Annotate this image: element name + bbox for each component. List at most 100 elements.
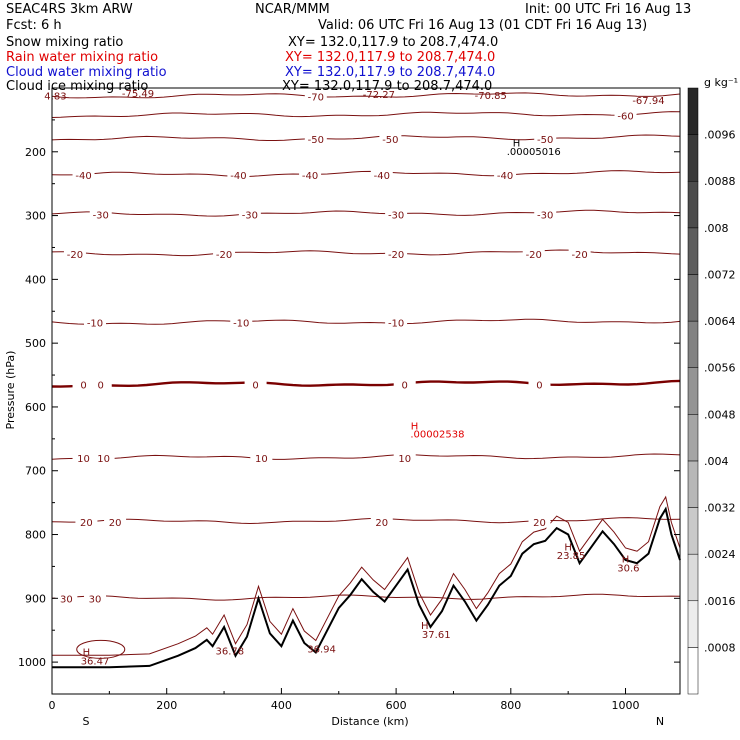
field-label-rain: Rain water mixing ratio bbox=[6, 50, 159, 65]
label-mask bbox=[244, 378, 267, 391]
y-tick-label: 300 bbox=[25, 210, 46, 223]
label-mask bbox=[304, 133, 327, 146]
y-tick-label: 400 bbox=[25, 273, 46, 286]
isotherm-label: -60 bbox=[617, 111, 633, 122]
label-mask bbox=[385, 208, 408, 221]
colorbar-label: .0048 bbox=[704, 408, 736, 421]
colorbar-bin bbox=[687, 414, 699, 462]
isotherm-label: 30 bbox=[60, 594, 73, 605]
extremum-label: 4.83 bbox=[44, 91, 66, 102]
x-tick-label: 400 bbox=[271, 699, 292, 712]
colorbar-label: .0024 bbox=[704, 548, 736, 561]
isotherm-line bbox=[51, 318, 681, 325]
isotherm-label: -40 bbox=[302, 171, 318, 182]
y-axis-title: Pressure (hPa) bbox=[4, 351, 17, 430]
label-mask bbox=[393, 378, 416, 391]
label-mask bbox=[385, 316, 408, 329]
extremum-label: H bbox=[622, 555, 630, 566]
valid-time: Valid: 06 UTC Fri 16 Aug 13 (01 CDT Fri … bbox=[318, 18, 648, 33]
label-mask bbox=[250, 451, 273, 464]
x-tick-label: 200 bbox=[156, 699, 177, 712]
extremum-label: -75.49 bbox=[122, 89, 154, 100]
colorbar-bin bbox=[687, 367, 699, 415]
colorbar-bin bbox=[687, 507, 699, 555]
colorbar-label: .0088 bbox=[704, 175, 736, 188]
isotherm-label: 20 bbox=[375, 518, 388, 529]
y-tick-label: 800 bbox=[25, 529, 46, 542]
terrain-line bbox=[52, 506, 681, 669]
colorbar-bin bbox=[687, 274, 699, 322]
extremum-label: -70.85 bbox=[475, 91, 507, 102]
colorbar-label: .0008 bbox=[704, 641, 736, 654]
extremum-label: H bbox=[564, 542, 572, 553]
extremum-label: .00005016 bbox=[507, 147, 561, 158]
label-mask bbox=[568, 247, 591, 260]
isotherm-label: -30 bbox=[242, 210, 258, 221]
label-mask bbox=[89, 378, 112, 391]
extremum-label: -67.94 bbox=[632, 96, 664, 107]
extremum-label: H bbox=[411, 421, 419, 432]
isotherm-label: -10 bbox=[233, 319, 249, 330]
init-time: Init: 00 UTC Fri 16 Aug 13 bbox=[525, 2, 692, 17]
isotherm-label: -40 bbox=[75, 171, 91, 182]
y-tick-label: 900 bbox=[25, 592, 46, 605]
isotherm-label: 20 bbox=[109, 518, 122, 529]
contour-label-layer: -70 -60 -50 -50 -50 -40 -40 -40 -40 -40 -30 -30 -30 -… bbox=[44, 89, 664, 668]
x-tick-label: 1000 bbox=[612, 699, 640, 712]
label-mask bbox=[84, 316, 107, 329]
label-mask bbox=[72, 378, 95, 391]
label-mask bbox=[393, 451, 416, 464]
label-mask bbox=[379, 133, 402, 146]
isotherm-label: -40 bbox=[230, 171, 246, 182]
label-mask bbox=[227, 168, 250, 181]
isotherm-line bbox=[51, 379, 681, 388]
x-tick-label: 800 bbox=[500, 699, 521, 712]
isotherm-line bbox=[51, 593, 681, 601]
closed-contour bbox=[76, 639, 126, 659]
field-label-snow: Snow mixing ratio bbox=[6, 35, 124, 50]
label-mask bbox=[84, 592, 107, 605]
field-label-cloud-ice: Cloud ice mixing ratio bbox=[6, 79, 149, 94]
isotherm-label: 0 bbox=[252, 381, 258, 392]
extremum-label: 23.85 bbox=[557, 551, 586, 562]
field-xy-snow: XY= 132.0,117.9 to 208.7,474.0 bbox=[288, 35, 499, 50]
label-mask bbox=[385, 247, 408, 260]
isotherm-label: -50 bbox=[382, 135, 398, 146]
field-label-cloud-water: Cloud water mixing ratio bbox=[6, 65, 167, 80]
plot-frame bbox=[51, 87, 681, 695]
isotherm-label: -70 bbox=[308, 92, 324, 103]
isotherm-label: -40 bbox=[497, 171, 513, 182]
extremum-label: H bbox=[513, 139, 521, 150]
isotherm-line bbox=[51, 134, 681, 141]
isotherm-label: 30 bbox=[89, 594, 102, 605]
label-mask bbox=[75, 515, 98, 528]
label-mask bbox=[213, 247, 236, 260]
isotherm-label: -10 bbox=[388, 319, 404, 330]
colorbar-bin bbox=[687, 180, 699, 229]
colorbar-bin bbox=[687, 227, 699, 275]
label-mask bbox=[238, 208, 261, 221]
label-mask bbox=[528, 378, 551, 391]
label-mask bbox=[304, 90, 327, 103]
colorbar-label: .0056 bbox=[704, 362, 736, 375]
isotherm-label: -30 bbox=[93, 210, 109, 221]
isotherm-line bbox=[51, 517, 681, 525]
extremum-label: 30.6 bbox=[617, 564, 639, 575]
colorbar-bin bbox=[687, 87, 699, 135]
extremum-label: 36.78 bbox=[215, 646, 244, 657]
isotherm-label: -40 bbox=[374, 171, 390, 182]
colorbar-label: .0032 bbox=[704, 502, 736, 515]
isotherm-line bbox=[51, 170, 681, 178]
x-tick-label: 600 bbox=[386, 699, 407, 712]
y-tick-label: 200 bbox=[25, 146, 46, 159]
isotherm-label: 10 bbox=[77, 454, 90, 465]
isotherm-label: -30 bbox=[537, 210, 553, 221]
colorbar-bin bbox=[687, 460, 699, 508]
x-tick-label: 0 bbox=[49, 699, 56, 712]
isotherm-line bbox=[51, 111, 681, 118]
label-mask bbox=[528, 515, 551, 528]
label-mask bbox=[72, 451, 95, 464]
extremum-label: -72.27 bbox=[363, 90, 395, 101]
